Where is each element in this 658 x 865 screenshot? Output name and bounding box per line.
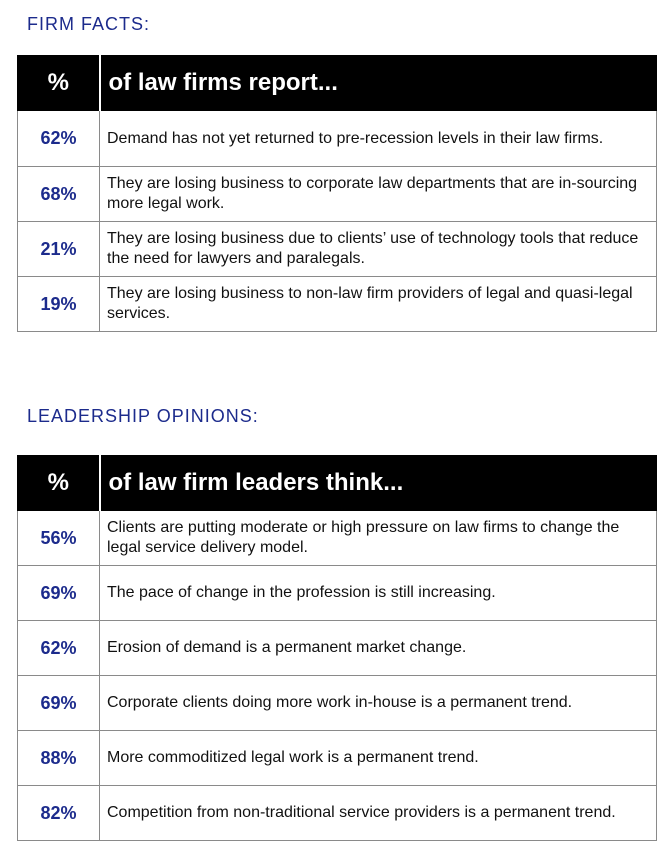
percent-value: 82% [17, 785, 100, 841]
percent-value: 69% [17, 565, 100, 621]
percent-value: 21% [17, 221, 100, 277]
statement-column-header: of law firms report... [99, 55, 657, 111]
table-row: 62% Demand has not yet returned to pre-r… [17, 110, 657, 167]
table-row: 69% The pace of change in the profession… [17, 565, 657, 621]
percent-value: 62% [17, 110, 100, 167]
statement-column-header: of law firm leaders think... [99, 455, 657, 511]
percent-value: 88% [17, 730, 100, 786]
statement-text: They are losing business to non-law firm… [99, 276, 657, 332]
statement-text: They are losing business due to clients’… [99, 221, 657, 277]
percent-value: 69% [17, 675, 100, 731]
table-row: 69% Corporate clients doing more work in… [17, 675, 657, 731]
percent-value: 62% [17, 620, 100, 676]
statement-text: More commoditized legal work is a perman… [99, 730, 657, 786]
leadership-opinions-table: % of law firm leaders think... 56% Clien… [17, 455, 657, 841]
table-row: 21% They are losing business due to clie… [17, 221, 657, 277]
table-header-row: % of law firms report... [17, 55, 657, 111]
statement-text: Corporate clients doing more work in-hou… [99, 675, 657, 731]
percent-value: 68% [17, 166, 100, 222]
firm-facts-heading: FIRM FACTS: [27, 14, 150, 34]
table-header-row: % of law firm leaders think... [17, 455, 657, 511]
table-row: 88% More commoditized legal work is a pe… [17, 730, 657, 786]
statement-text: The pace of change in the profession is … [99, 565, 657, 621]
table-row: 56% Clients are putting moderate or high… [17, 510, 657, 566]
statement-text: Erosion of demand is a permanent market … [99, 620, 657, 676]
percent-value: 19% [17, 276, 100, 332]
statement-text: They are losing business to corporate la… [99, 166, 657, 222]
table-row: 19% They are losing business to non-law … [17, 276, 657, 332]
statement-text: Clients are putting moderate or high pre… [99, 510, 657, 566]
percent-column-header: % [17, 55, 101, 111]
table-row: 62% Erosion of demand is a permanent mar… [17, 620, 657, 676]
percent-column-header: % [17, 455, 101, 511]
statement-text: Competition from non-traditional service… [99, 785, 657, 841]
percent-value: 56% [17, 510, 100, 566]
firm-facts-table: % of law firms report... 62% Demand has … [17, 55, 657, 332]
table-row: 82% Competition from non-traditional ser… [17, 785, 657, 841]
table-row: 68% They are losing business to corporat… [17, 166, 657, 222]
leadership-opinions-heading: LEADERSHIP OPINIONS: [27, 406, 259, 426]
statement-text: Demand has not yet returned to pre-reces… [99, 110, 657, 167]
